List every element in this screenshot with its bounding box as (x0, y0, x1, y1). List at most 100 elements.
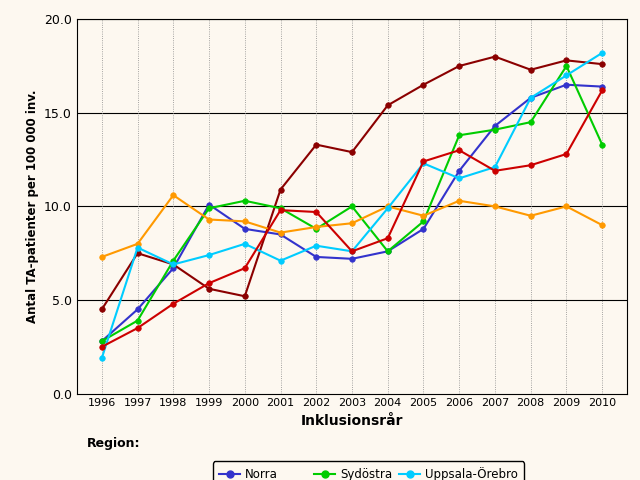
Line: Västsvenska: Västsvenska (99, 87, 605, 349)
Västsvenska (241, 265, 248, 271)
Södra (170, 192, 177, 198)
Stockholm (170, 262, 177, 267)
Sydöstra (312, 226, 320, 232)
Norra (456, 168, 463, 174)
Line: Norra: Norra (99, 82, 605, 344)
Uppsala-Örebro (456, 176, 463, 181)
Uppsala-Örebro (241, 241, 248, 247)
Norra (98, 338, 106, 344)
Södra (276, 230, 284, 236)
X-axis label: Inklusionsrår: Inklusionsrår (301, 414, 403, 428)
Text: Region:: Region: (86, 437, 140, 451)
Västsvenska (170, 301, 177, 307)
Uppsala-Örebro (134, 245, 141, 251)
Sydöstra (598, 142, 606, 147)
Norra (527, 95, 534, 101)
Uppsala-Örebro (527, 95, 534, 101)
Stockholm (134, 251, 141, 256)
Line: Sydöstra: Sydöstra (99, 63, 605, 344)
Norra (563, 82, 570, 88)
Uppsala-Örebro (420, 160, 428, 166)
Sydöstra (241, 198, 248, 204)
Stockholm (312, 142, 320, 147)
Uppsala-Örebro (491, 164, 499, 170)
Sydöstra (527, 120, 534, 125)
Uppsala-Örebro (384, 205, 392, 211)
Södra (420, 213, 428, 219)
Södra (134, 241, 141, 247)
Västsvenska (420, 158, 428, 164)
Södra (456, 198, 463, 204)
Södra (491, 204, 499, 209)
Norra (276, 232, 284, 238)
Stockholm (98, 307, 106, 312)
Uppsala-Örebro (98, 355, 106, 361)
Stockholm (456, 63, 463, 69)
Södra (563, 204, 570, 209)
Sydöstra (98, 338, 106, 344)
Sydöstra (563, 63, 570, 69)
Västsvenska (134, 325, 141, 331)
Västsvenska (312, 209, 320, 215)
Uppsala-Örebro (312, 243, 320, 249)
Line: Södra: Södra (99, 192, 605, 260)
Södra (241, 218, 248, 224)
Line: Uppsala-Örebro: Uppsala-Örebro (99, 50, 605, 361)
Västsvenska (563, 151, 570, 157)
Stockholm (420, 82, 428, 88)
Uppsala-Örebro (276, 258, 284, 264)
Södra (312, 224, 320, 230)
Södra (348, 220, 356, 226)
Södra (527, 213, 534, 219)
Stockholm (598, 61, 606, 67)
Västsvenska (205, 280, 213, 286)
Y-axis label: Antal TA-patienter per 100 000 inv.: Antal TA-patienter per 100 000 inv. (26, 90, 38, 323)
Norra (205, 202, 213, 207)
Uppsala-Örebro (563, 72, 570, 78)
Norra (241, 226, 248, 232)
Uppsala-Örebro (205, 252, 213, 258)
Södra (205, 216, 213, 222)
Norra (312, 254, 320, 260)
Norra (348, 256, 356, 262)
Sydöstra (384, 249, 392, 254)
Västsvenska (384, 235, 392, 241)
Sydöstra (134, 318, 141, 324)
Västsvenska (348, 249, 356, 254)
Norra (170, 265, 177, 271)
Södra (384, 204, 392, 209)
Sydöstra (348, 204, 356, 209)
Stockholm (384, 102, 392, 108)
Norra (134, 307, 141, 312)
Västsvenska (98, 344, 106, 349)
Västsvenska (456, 147, 463, 153)
Stockholm (241, 293, 248, 299)
Stockholm (527, 67, 534, 72)
Sydöstra (276, 205, 284, 211)
Stockholm (491, 54, 499, 60)
Västsvenska (491, 168, 499, 174)
Uppsala-Örebro (598, 50, 606, 56)
Line: Stockholm: Stockholm (99, 54, 605, 312)
Stockholm (563, 58, 570, 63)
Norra (384, 249, 392, 254)
Legend: Norra, Stockholm, Sydöstra, Södra, Uppsala-Örebro, Västsvenska: Norra, Stockholm, Sydöstra, Södra, Uppsa… (213, 461, 524, 480)
Norra (491, 123, 499, 129)
Stockholm (205, 286, 213, 292)
Stockholm (348, 149, 356, 155)
Sydöstra (205, 205, 213, 211)
Uppsala-Örebro (170, 262, 177, 267)
Sydöstra (170, 258, 177, 264)
Västsvenska (527, 162, 534, 168)
Stockholm (276, 187, 284, 192)
Västsvenska (598, 87, 606, 93)
Norra (420, 226, 428, 232)
Norra (598, 84, 606, 89)
Uppsala-Örebro (348, 249, 356, 254)
Södra (98, 254, 106, 260)
Västsvenska (276, 207, 284, 213)
Sydöstra (491, 127, 499, 132)
Södra (598, 222, 606, 228)
Sydöstra (420, 218, 428, 224)
Sydöstra (456, 132, 463, 138)
